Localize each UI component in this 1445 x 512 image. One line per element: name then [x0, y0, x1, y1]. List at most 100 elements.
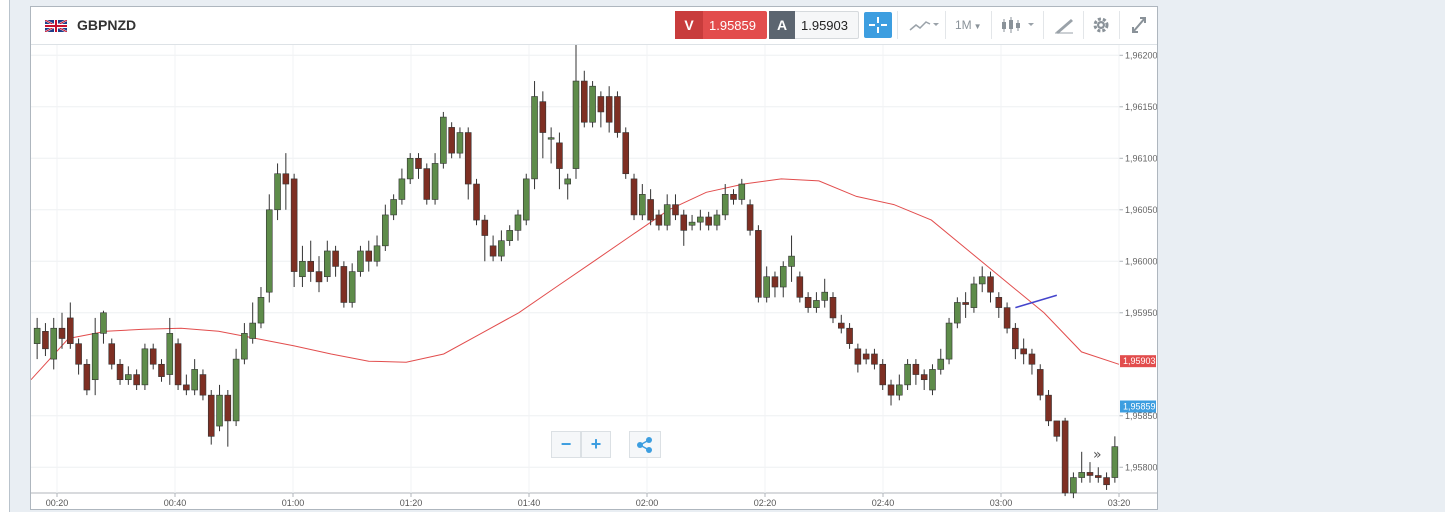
candle: [91, 333, 99, 381]
candle: [141, 348, 149, 386]
candle: [406, 157, 414, 180]
candle: [125, 374, 132, 381]
candle: [299, 260, 306, 278]
candle: [954, 302, 961, 324]
candle: [556, 142, 563, 169]
trend-line: [1015, 294, 1058, 309]
candle: [813, 300, 820, 308]
toolbar-divider: [945, 11, 946, 39]
plus-icon: +: [590, 434, 602, 454]
candlestick-icon: [1002, 17, 1034, 33]
sell-button[interactable]: V 1.95859: [675, 11, 767, 39]
chart-toolbar: GBPNZD V 1.95859 A 1.95903 1M ▼: [31, 7, 1157, 45]
crosshair-button[interactable]: [864, 12, 892, 38]
candle: [721, 194, 729, 216]
candle: [50, 327, 58, 360]
candle: [862, 353, 870, 360]
candle-type-button[interactable]: [999, 12, 1039, 38]
candle: [1053, 420, 1061, 437]
price-chart[interactable]: 1,96200 1,96150 1,96100 1,96050 1,96000 1,959…: [31, 45, 1157, 509]
candle: [522, 178, 530, 221]
candle: [158, 363, 165, 377]
chart-type-button[interactable]: [907, 12, 941, 38]
candle: [1070, 477, 1077, 494]
candle: [274, 173, 281, 211]
settings-button[interactable]: [1089, 12, 1113, 38]
candle: [796, 276, 804, 298]
buy-button[interactable]: A 1.95903: [769, 11, 859, 39]
candle: [100, 312, 107, 334]
candle: [1103, 477, 1110, 486]
candle: [821, 291, 828, 301]
y-tick-label: 1,96000: [1125, 256, 1157, 266]
x-tick-label: 00:40: [164, 498, 187, 508]
candle: [382, 214, 389, 247]
candle: [564, 178, 571, 185]
drawing-tool-icon: [1055, 19, 1073, 34]
candle: [639, 194, 646, 216]
candle: [746, 204, 754, 231]
candle: [755, 230, 762, 298]
candle: [730, 194, 737, 200]
toolbar-divider: [1083, 11, 1084, 39]
candle: [348, 271, 356, 303]
candle: [183, 384, 190, 391]
instrument-symbol: GBPNZD: [77, 17, 137, 33]
candle: [846, 327, 853, 344]
chevron-down-icon: ▼: [973, 22, 982, 31]
share-button[interactable]: [629, 431, 661, 458]
candle: [589, 85, 596, 123]
candle: [995, 297, 1003, 308]
candle: [1028, 353, 1036, 365]
candle: [199, 374, 207, 396]
candle: [332, 250, 339, 267]
x-tick-label: 01:20: [400, 498, 423, 508]
candle: [440, 116, 447, 164]
candle: [788, 255, 795, 267]
candle: [879, 363, 887, 386]
y-tick-label: 1,95950: [1125, 308, 1157, 318]
candle: [398, 178, 406, 200]
crosshair-icon: [869, 17, 887, 33]
candle: [232, 358, 240, 422]
zoom-out-button[interactable]: −: [551, 431, 581, 458]
x-tick-label: 02:40: [872, 498, 895, 508]
candle: [713, 214, 721, 226]
candle: [705, 216, 712, 226]
toolbar-divider: [991, 11, 992, 39]
candle: [241, 333, 248, 360]
expand-button[interactable]: [1127, 12, 1151, 38]
sell-price: 1.95859: [709, 18, 756, 33]
candle: [829, 297, 837, 319]
page-left-rail: [0, 0, 10, 512]
candle: [929, 369, 936, 391]
buy-tag: A: [769, 11, 795, 39]
candle: [1012, 327, 1019, 350]
toolbar-divider: [1043, 11, 1044, 39]
timeframe-button[interactable]: 1M ▼: [955, 12, 987, 38]
candle: [1111, 446, 1119, 478]
drawing-tools-button[interactable]: [1051, 12, 1077, 38]
candle: [1086, 472, 1094, 476]
candle: [83, 363, 91, 391]
scroll-right-icon[interactable]: »: [1093, 447, 1102, 463]
candle: [473, 183, 480, 221]
chart-type-icon: [909, 21, 939, 31]
candle: [605, 96, 613, 123]
zoom-in-button[interactable]: +: [581, 431, 611, 458]
candle: [597, 96, 605, 113]
candle: [680, 214, 688, 231]
candle: [423, 168, 431, 200]
y-tick-label: 1,95800: [1125, 462, 1157, 472]
candle: [42, 331, 49, 350]
candle: [33, 327, 41, 344]
x-tick-label: 03:00: [990, 498, 1013, 508]
sell-price-tag: [1120, 400, 1156, 413]
candle: [672, 204, 679, 216]
candle: [149, 348, 157, 365]
candle: [265, 209, 273, 293]
share-icon: [637, 437, 652, 453]
candle: [249, 322, 256, 339]
candle: [920, 374, 928, 381]
candle: [514, 214, 522, 231]
